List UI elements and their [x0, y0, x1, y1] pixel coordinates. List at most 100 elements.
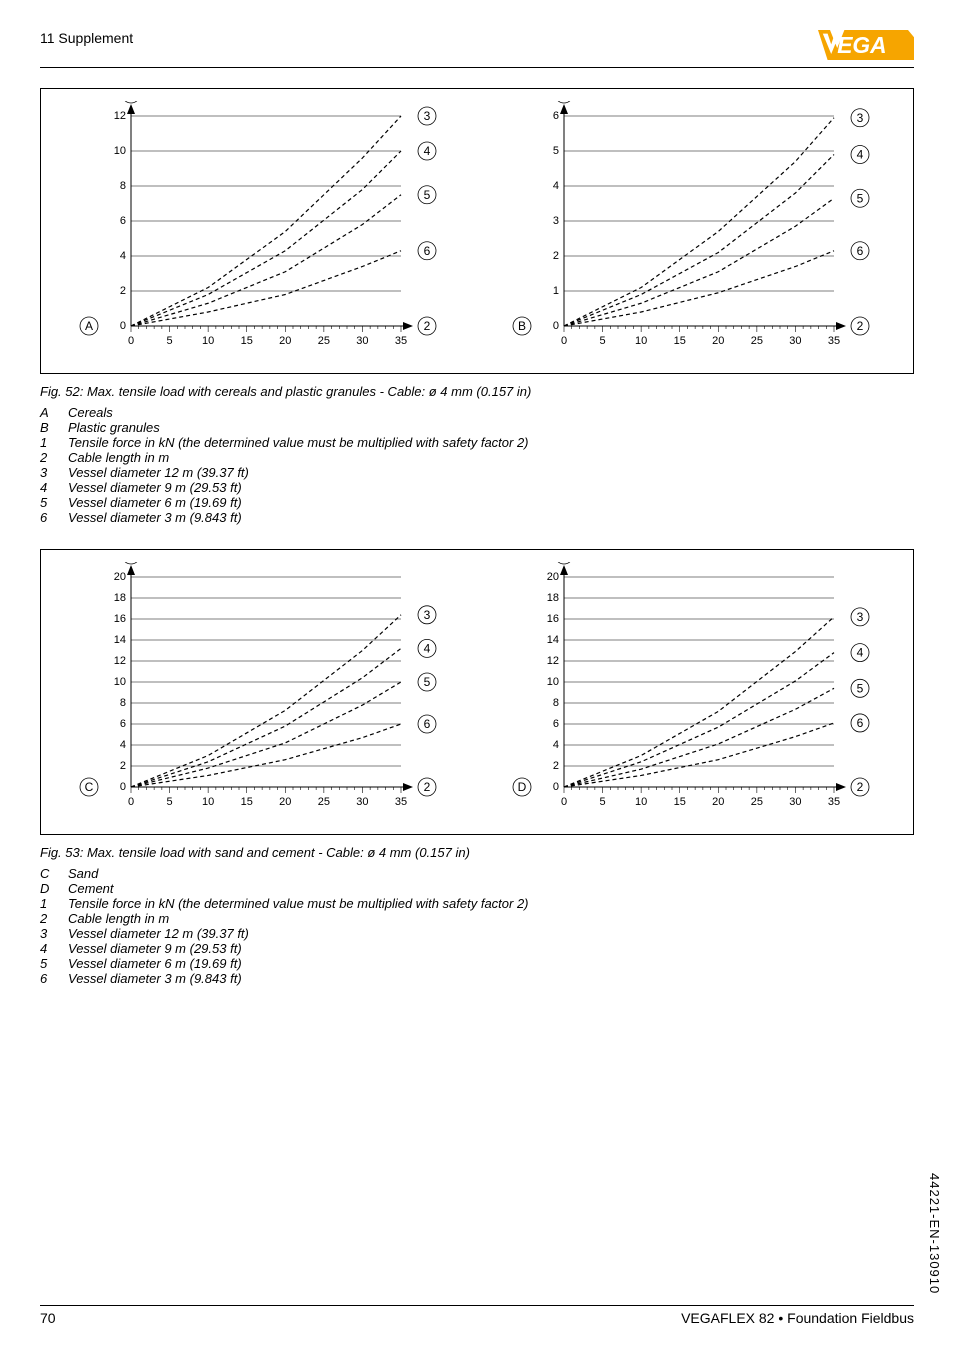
section-title: 11 Supplement — [40, 30, 133, 46]
svg-text:C: C — [84, 780, 93, 794]
svg-text:2: 2 — [856, 780, 863, 794]
fig52-box: 24681012051015202530350 1 2 3 4 5 6 A 12… — [40, 88, 914, 374]
svg-text:16: 16 — [113, 613, 125, 625]
svg-text:8: 8 — [552, 697, 558, 709]
svg-text:20: 20 — [712, 335, 724, 347]
fig53-legend: CSandDCement1Tensile force in kN (the de… — [40, 866, 914, 986]
svg-text:5: 5 — [599, 335, 605, 347]
fig52-chart-b: 123456051015202530350 1 2 3 4 5 6 B — [494, 101, 894, 361]
svg-text:1: 1 — [552, 285, 558, 297]
svg-text:D: D — [517, 780, 526, 794]
svg-text:6: 6 — [552, 110, 558, 122]
svg-text:3: 3 — [423, 608, 430, 622]
svg-text:4: 4 — [423, 641, 430, 655]
doc-id-vertical: 44221-EN-130910 — [927, 1173, 942, 1294]
svg-text:4: 4 — [552, 739, 558, 751]
svg-text:2: 2 — [552, 250, 558, 262]
fig52-caption: Fig. 52: Max. tensile load with cereals … — [40, 384, 914, 399]
svg-text:10: 10 — [635, 335, 647, 347]
svg-text:0: 0 — [127, 796, 133, 808]
page-number: 70 — [40, 1310, 56, 1326]
svg-text:EGA: EGA — [837, 32, 886, 58]
svg-text:12: 12 — [113, 655, 125, 667]
svg-text:0: 0 — [552, 781, 558, 793]
svg-text:10: 10 — [113, 676, 125, 688]
svg-text:12: 12 — [546, 655, 558, 667]
svg-text:30: 30 — [789, 335, 801, 347]
svg-text:14: 14 — [546, 634, 558, 646]
svg-text:6: 6 — [856, 244, 863, 258]
svg-text:8: 8 — [119, 180, 125, 192]
fig52-legend: ACerealsBPlastic granules1Tensile force … — [40, 405, 914, 525]
svg-text:4: 4 — [119, 739, 125, 751]
svg-text:5: 5 — [856, 681, 863, 695]
fig53-caption: Fig. 53: Max. tensile load with sand and… — [40, 845, 914, 860]
svg-text:2: 2 — [119, 760, 125, 772]
svg-text:25: 25 — [750, 796, 762, 808]
svg-text:0: 0 — [127, 335, 133, 347]
svg-text:6: 6 — [119, 215, 125, 227]
svg-text:20: 20 — [279, 335, 291, 347]
svg-text:2: 2 — [119, 285, 125, 297]
svg-text:14: 14 — [113, 634, 125, 646]
svg-text:20: 20 — [113, 571, 125, 583]
svg-text:25: 25 — [317, 796, 329, 808]
svg-text:10: 10 — [202, 796, 214, 808]
svg-text:25: 25 — [750, 335, 762, 347]
svg-text:A: A — [84, 319, 92, 333]
svg-text:5: 5 — [552, 145, 558, 157]
fig52-chart-a: 24681012051015202530350 1 2 3 4 5 6 A — [61, 101, 461, 361]
svg-text:2: 2 — [856, 319, 863, 333]
svg-text:0: 0 — [560, 335, 566, 347]
svg-text:0: 0 — [560, 796, 566, 808]
svg-text:5: 5 — [423, 188, 430, 202]
svg-text:2: 2 — [552, 760, 558, 772]
svg-text:12: 12 — [113, 110, 125, 122]
svg-text:5: 5 — [166, 796, 172, 808]
svg-text:15: 15 — [673, 335, 685, 347]
svg-text:35: 35 — [394, 796, 406, 808]
svg-text:20: 20 — [546, 571, 558, 583]
svg-text:5: 5 — [166, 335, 172, 347]
fig53-chart-c: 2468101214161820051015202530350 1 2 3 4 … — [61, 562, 461, 822]
svg-text:3: 3 — [423, 109, 430, 123]
svg-text:10: 10 — [113, 145, 125, 157]
svg-text:30: 30 — [356, 335, 368, 347]
svg-text:4: 4 — [552, 180, 558, 192]
fig53-box: 2468101214161820051015202530350 1 2 3 4 … — [40, 549, 914, 835]
svg-text:6: 6 — [856, 716, 863, 730]
svg-text:B: B — [517, 319, 525, 333]
svg-text:3: 3 — [552, 215, 558, 227]
svg-text:4: 4 — [423, 144, 430, 158]
svg-text:35: 35 — [394, 335, 406, 347]
svg-text:10: 10 — [635, 796, 647, 808]
svg-text:4: 4 — [856, 148, 863, 162]
svg-text:18: 18 — [113, 592, 125, 604]
svg-text:8: 8 — [119, 697, 125, 709]
svg-text:4: 4 — [119, 250, 125, 262]
svg-text:0: 0 — [119, 320, 125, 332]
svg-text:15: 15 — [240, 335, 252, 347]
product-name: VEGAFLEX 82 • Foundation Fieldbus — [681, 1310, 914, 1326]
svg-text:0: 0 — [119, 781, 125, 793]
svg-text:30: 30 — [356, 796, 368, 808]
svg-text:6: 6 — [552, 718, 558, 730]
svg-text:3: 3 — [856, 610, 863, 624]
svg-text:0: 0 — [552, 320, 558, 332]
svg-text:6: 6 — [423, 717, 430, 731]
svg-text:20: 20 — [279, 796, 291, 808]
svg-text:15: 15 — [673, 796, 685, 808]
svg-text:35: 35 — [827, 335, 839, 347]
svg-text:5: 5 — [599, 796, 605, 808]
svg-text:16: 16 — [546, 613, 558, 625]
svg-text:35: 35 — [827, 796, 839, 808]
page-footer: 70 VEGAFLEX 82 • Foundation Fieldbus — [40, 1305, 914, 1326]
svg-text:2: 2 — [423, 319, 430, 333]
svg-text:6: 6 — [119, 718, 125, 730]
svg-text:25: 25 — [317, 335, 329, 347]
svg-text:18: 18 — [546, 592, 558, 604]
svg-text:2: 2 — [423, 780, 430, 794]
fig53-chart-d: 2468101214161820051015202530350 1 2 3 4 … — [494, 562, 894, 822]
svg-text:30: 30 — [789, 796, 801, 808]
svg-text:3: 3 — [856, 111, 863, 125]
